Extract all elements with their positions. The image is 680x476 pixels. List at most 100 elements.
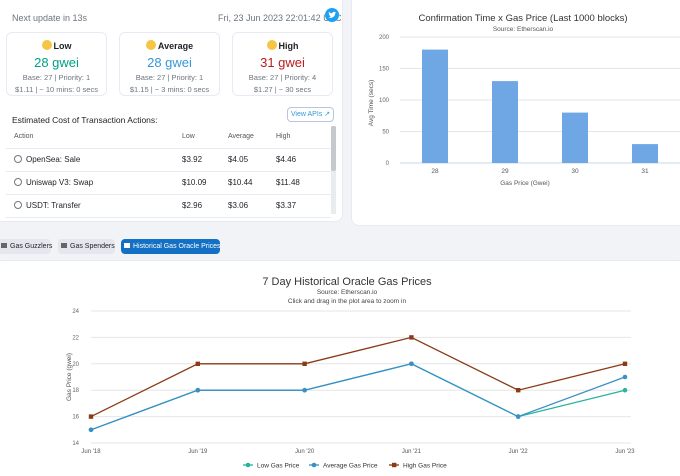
row-high: $3.37: [276, 194, 331, 218]
row-action: OpenSea: Sale: [26, 155, 81, 164]
tab-gas-spenders-label: Gas Spenders: [70, 243, 115, 250]
worried-emoji-icon: [266, 40, 277, 50]
table-row: Uniswap V3: Swap $10.09 $10.44 $11.48: [6, 171, 331, 195]
gas-low-title: Low: [53, 41, 72, 51]
line-xtick-label: Jun '20: [295, 449, 315, 455]
series-point: [622, 374, 628, 380]
gas-average-title: Average: [157, 41, 194, 51]
line-ytick-label: 24: [72, 309, 79, 315]
tab-gas-guzzlers[interactable]: Gas Guzzlers: [0, 239, 53, 254]
table-row: USDT: Transfer $2.96 $3.06 $3.37: [6, 194, 331, 218]
gas-average-value: 28 gwei: [147, 55, 192, 70]
series-point: [195, 361, 200, 366]
gas-high-cost: $1.27 | ~ 30 secs: [253, 85, 312, 94]
line-xtick-label: Jun '21: [402, 449, 422, 455]
external-link-icon: ↗: [324, 111, 331, 118]
bar-xtick-label: 29: [501, 168, 509, 175]
gas-average-box: Average 28 gwei Base: 27 | Priority: 1 $…: [119, 32, 220, 96]
series-point: [516, 388, 521, 393]
row-average: $10.44: [228, 171, 276, 195]
col-action: Action: [6, 126, 182, 149]
line-chart-title: 7 Day Historical Oracle Gas Prices: [262, 276, 432, 288]
bar-31: [632, 144, 658, 163]
line-xtick-label: Jun '23: [615, 449, 635, 455]
bar-28: [422, 49, 448, 163]
series-point: [88, 427, 94, 433]
gas-low-value: 28 gwei: [34, 55, 79, 70]
table-scrollbar-thumb[interactable]: [331, 126, 336, 171]
tab-gas-guzzlers-label: Gas Guzzlers: [10, 243, 53, 250]
row-high: $11.48: [276, 171, 331, 195]
line-xtick-label: Jun '18: [81, 449, 101, 455]
view-apis-label: View APIs: [290, 111, 323, 118]
legend-swatch-marker: [392, 462, 397, 468]
bar-xtick-label: 31: [641, 168, 649, 175]
gas-high-value: 31 gwei: [260, 55, 305, 70]
next-update-text: Next update in 13s: [12, 13, 88, 23]
bar-ytick-label: 200: [379, 35, 390, 41]
gas-average-detail: Base: 27 | Priority: 1: [135, 73, 204, 82]
row-low: $2.96: [182, 194, 228, 218]
series-point: [409, 361, 414, 367]
col-high: High: [276, 126, 331, 149]
confirmation-time-chart: Confirmation Time x Gas Price (Last 1000…: [368, 13, 680, 187]
row-average: $4.05: [228, 148, 276, 172]
line-ytick-label: 14: [72, 441, 79, 447]
historical-chart-card: 7 Day Historical Oracle Gas Prices Sourc…: [0, 260, 680, 476]
row-average: $3.06: [228, 194, 276, 218]
line-chart-subtitle: Source: Etherscan.io: [317, 289, 378, 296]
tab-historical-gas-oracle[interactable]: Historical Gas Oracle Prices: [121, 239, 221, 254]
gas-low-detail: Base: 27 | Priority: 1: [22, 73, 91, 82]
bar-chart-title: Confirmation Time x Gas Price (Last 1000…: [418, 13, 627, 24]
tab-historical-label: Historical Gas Oracle Prices: [133, 243, 221, 250]
gas-high-detail: Base: 27 | Priority: 4: [248, 73, 317, 82]
bar-ytick-label: 100: [379, 98, 390, 104]
gas-high-box: High 31 gwei Base: 27 | Priority: 4 $1.2…: [232, 32, 333, 96]
col-low: Low: [182, 126, 228, 149]
row-low: $3.92: [182, 148, 228, 172]
bar-xtick-label: 30: [571, 168, 579, 175]
cost-table-header: Action Low Average High: [6, 126, 331, 149]
row-high: $4.46: [276, 148, 331, 172]
view-apis-button[interactable]: View APIs ↗: [287, 107, 334, 122]
series-point: [622, 387, 628, 393]
list-icon: [124, 243, 130, 248]
line-chart-ylabel: Gas Price (gwei): [66, 353, 73, 401]
line-ytick-label: 16: [72, 415, 79, 421]
series-line-1: [90, 363, 626, 431]
datetime-text: Fri, 23 Jun 2023 22:01:42 UTC: [218, 13, 342, 23]
chart-bars-icon: [1, 243, 7, 248]
line-ytick-label: 22: [72, 335, 79, 341]
legend-swatch-marker: [311, 462, 317, 468]
bar-chart-xlabel: Gas Price (Gwei): [500, 180, 549, 187]
row-action: USDT: Transfer: [26, 201, 81, 210]
series-line-2: [90, 336, 626, 418]
twitter-icon[interactable]: [325, 8, 339, 22]
bar-30: [562, 112, 588, 163]
cost-table: Action Low Average High OpenSea: Sale $3…: [6, 126, 331, 218]
series-line-0: [90, 363, 626, 431]
question-icon: [14, 155, 22, 163]
legend-label: Low Gas Price: [257, 462, 300, 469]
table-row: OpenSea: Sale $3.92 $4.05 $4.46: [6, 148, 331, 172]
bar-xtick-label: 28: [431, 168, 439, 175]
legend-swatch-marker: [245, 462, 251, 468]
question-icon: [14, 178, 22, 186]
estimate-title: Estimated Cost of Transaction Actions:: [12, 115, 158, 125]
bar-ytick-label: 150: [379, 67, 390, 73]
tab-gas-spenders[interactable]: Gas Spenders: [58, 239, 115, 254]
series-point: [302, 387, 307, 393]
series-point: [88, 414, 94, 419]
historical-gas-chart: 7 Day Historical Oracle Gas Prices Sourc…: [66, 276, 635, 469]
legend-label: Average Gas Price: [323, 462, 378, 469]
series-point: [409, 335, 414, 340]
bar-chart-ylabel: Avg Time (secs): [368, 80, 375, 126]
row-action: Uniswap V3: Swap: [26, 178, 94, 187]
series-point: [195, 387, 201, 393]
grin-emoji-icon: [145, 40, 156, 50]
bar-29: [492, 81, 518, 163]
line-ytick-label: 18: [72, 388, 79, 394]
gas-high-title: High: [278, 41, 299, 51]
row-low: $10.09: [182, 171, 228, 195]
gas-low-box: Low 28 gwei Base: 27 | Priority: 1 $1.11…: [6, 32, 107, 96]
